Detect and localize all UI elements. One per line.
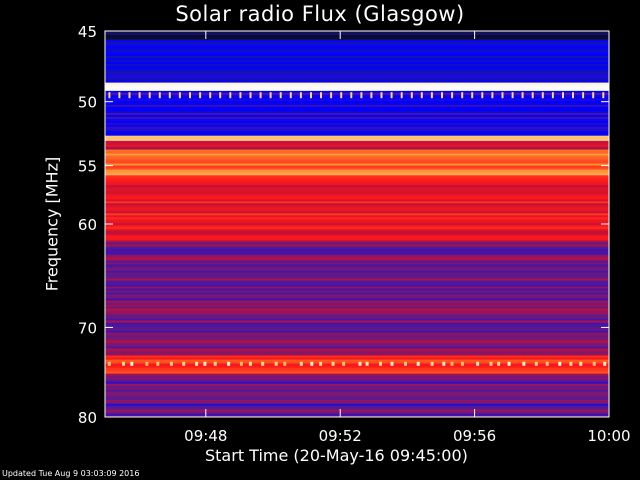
updated-timestamp: Updated Tue Aug 9 03:03:09 2016 bbox=[2, 469, 140, 478]
y-tick-label: 60 bbox=[78, 216, 97, 234]
bright-spots bbox=[107, 92, 607, 366]
spectrum-band bbox=[105, 31, 609, 41]
spectrum-band bbox=[105, 355, 609, 374]
chart-title: Solar radio Flux (Glasgow) bbox=[175, 2, 465, 26]
spectrum-band bbox=[105, 175, 609, 241]
heatmap-area bbox=[105, 31, 609, 418]
spectrum-band bbox=[105, 82, 609, 92]
y-tick-label: 55 bbox=[78, 158, 97, 176]
x-tick-label: 09:48 bbox=[184, 427, 227, 445]
x-tick-label: 09:52 bbox=[319, 427, 362, 445]
spectrum-band bbox=[105, 135, 609, 142]
x-tick-label: 09:56 bbox=[453, 427, 496, 445]
y-axis: 45 50 55 60 70 80 bbox=[78, 23, 609, 427]
y-axis-label: Frequency [MHz] bbox=[42, 156, 62, 292]
y-tick-label: 45 bbox=[78, 23, 97, 41]
x-axis: 09:48 09:52 09:56 10:00 bbox=[184, 31, 631, 445]
spectrum-band bbox=[105, 39, 609, 83]
spectrum-band bbox=[105, 240, 609, 356]
x-tick-label: 10:00 bbox=[587, 427, 630, 445]
spectrum-band bbox=[105, 149, 609, 176]
y-tick-label: 80 bbox=[78, 409, 97, 427]
x-axis-label: Start Time (20-May-16 09:45:00) bbox=[205, 446, 468, 465]
y-tick-label: 50 bbox=[78, 94, 97, 112]
spectrum-band bbox=[105, 140, 609, 150]
y-tick-label: 70 bbox=[78, 319, 97, 337]
spectrum-band bbox=[105, 90, 609, 136]
spectrum-band bbox=[105, 373, 609, 418]
